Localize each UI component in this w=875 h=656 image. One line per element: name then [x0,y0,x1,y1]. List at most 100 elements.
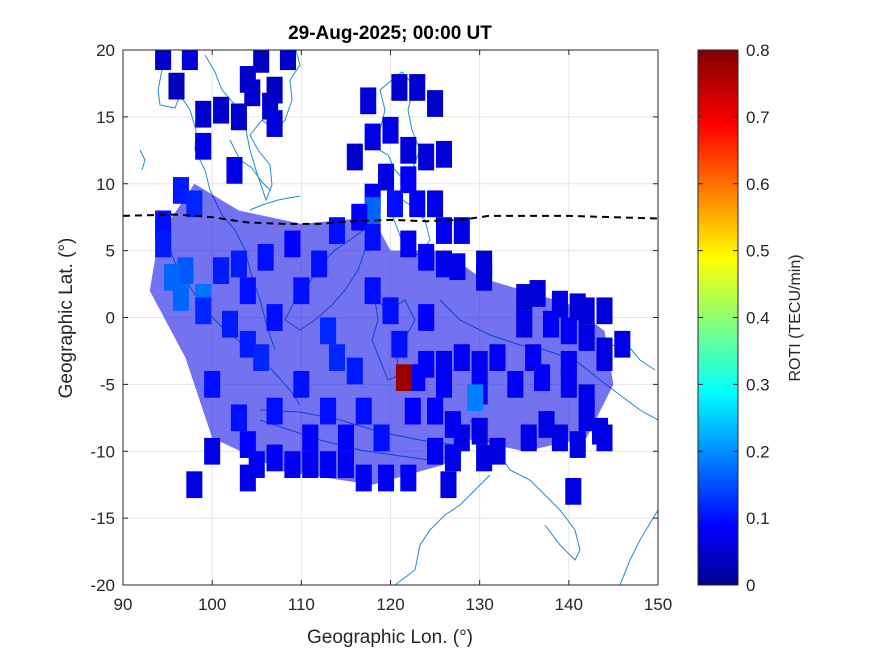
colorbar-label: ROTI (TECU/min) [787,254,804,381]
roti-cell [444,411,461,438]
roti-cell [266,444,283,472]
roti-cell [364,123,381,151]
colorbar-tick-label: 0.3 [746,375,770,394]
roti-cell [409,74,426,101]
roti-cell [400,136,417,164]
roti-cell [320,451,337,478]
roti-cell [284,230,301,258]
roti-cell [172,177,189,204]
colorbar-tick-label: 0.5 [746,242,770,261]
roti-cell [453,217,470,244]
roti-cell [471,350,488,378]
roti-cell [373,424,390,452]
roti-cell [195,297,212,325]
x-tick-label: 140 [555,595,583,614]
x-axis: 90 100 110 120 130 140 150 [114,50,672,614]
roti-cell [293,277,310,305]
roti-cell [266,397,283,425]
y-tick-label: 5 [106,242,115,261]
roti-cell [614,330,631,358]
roti-cell [346,357,363,385]
roti-cell [578,297,595,325]
roti-cell [435,217,453,244]
roti-cell [435,140,453,168]
roti-cell [382,116,399,144]
roti-cell [355,464,372,492]
roti-cell [400,230,417,258]
y-axis-label: Geographic Lat. (°) [56,238,77,399]
roti-cell [213,96,230,124]
roti-cell [257,243,274,271]
colorbar-ticks: 0 0.1 0.2 0.3 0.4 0.5 0.6 0.7 0.8 [698,41,770,595]
roti-cell [596,424,613,452]
roti-cell [596,297,613,325]
roti-cell [284,451,301,478]
colorbar-tick-label: 0.2 [746,442,770,461]
roti-cell [360,87,377,115]
roti-cell [435,250,453,278]
x-axis-label: Geographic Lon. (°) [307,627,473,648]
roti-cell [204,371,221,398]
roti-cell [239,330,256,358]
roti-cell [346,143,363,171]
roti-cell [337,424,354,452]
roti-cell [449,253,466,281]
roti-cell [320,317,337,345]
roti-cell [516,310,533,338]
roti-cell [230,103,247,131]
roti-cell [302,424,319,452]
colorbar-tick-label: 0.8 [746,41,770,60]
y-tick-label: 15 [96,108,115,127]
roti-cell [489,344,506,371]
roti-cell [155,230,172,258]
chart-title: 29-Aug-2025; 00:00 UT [288,23,492,44]
roti-cell [427,437,444,465]
y-tick-label: 0 [106,309,115,328]
x-tick-label: 100 [198,595,226,614]
x-tick-label: 90 [114,595,133,614]
roti-cell [578,404,595,432]
roti-cell [489,437,506,465]
roti-cell [427,90,444,117]
roti-cell [337,451,354,478]
x-tick-label: 120 [376,595,404,614]
roti-cell [435,371,453,398]
roti-cell [534,364,551,392]
roti-cell [293,371,310,398]
roti-cell [328,344,346,371]
roti-cell [172,284,189,311]
roti-cell [181,50,198,71]
roti-cell [364,223,381,251]
roti-cell [351,203,368,231]
roti-cell [418,304,435,331]
colorbar-tick-label: 0.7 [746,108,770,127]
roti-cell [279,50,296,71]
y-tick-label: -5 [100,375,115,394]
roti-cell [244,79,261,107]
roti-cell [213,257,230,285]
roti-cell [364,197,381,224]
roti-cell [391,74,408,101]
roti-cell [221,310,239,338]
roti-cell [476,444,493,472]
roti-cell [266,110,283,137]
roti-cell [391,330,408,358]
roti-cell [418,243,435,271]
roti-cell [560,371,577,398]
roti-cell [239,277,256,305]
roti-cell [378,464,395,492]
roti-cell [168,72,185,100]
roti-cell [560,317,577,345]
roti-cell [177,257,194,285]
roti-cell [400,166,417,194]
roti-cell [226,157,243,184]
roti-cell [427,397,444,425]
roti-cell [440,471,457,499]
roti-cell [186,190,203,218]
colorbar-tick-label: 0.6 [746,175,770,194]
roti-cell [471,417,488,445]
roti-cell [195,132,212,160]
roti-cell [230,404,247,432]
roti-cell [266,304,283,331]
